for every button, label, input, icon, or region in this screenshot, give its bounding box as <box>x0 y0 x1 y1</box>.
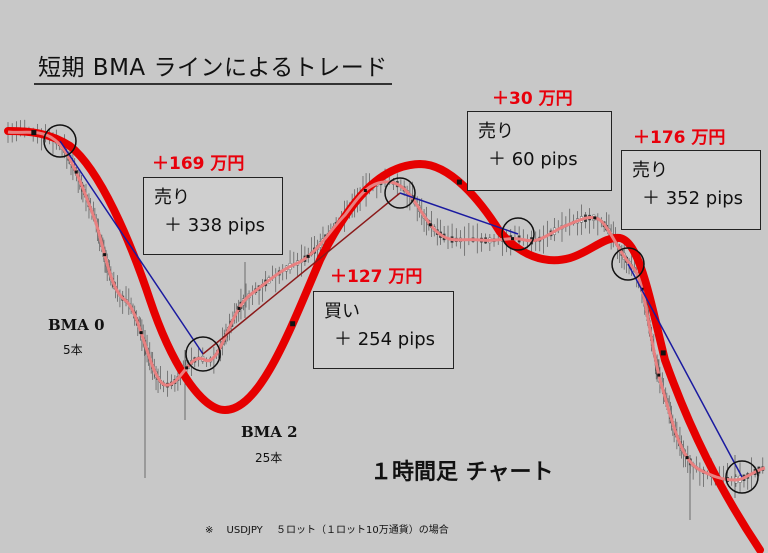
fast-swing-marker <box>307 255 310 258</box>
trade-3-pips: ＋ 60 pips <box>478 146 601 174</box>
trade-4-pips: ＋ 352 pips <box>632 185 750 213</box>
trade-2-pips: ＋ 254 pips <box>324 326 443 354</box>
fast-swing-marker <box>364 189 367 192</box>
slow-swing-marker <box>31 130 36 135</box>
fast-swing-marker <box>686 456 689 459</box>
trade-1-pips: ＋ 338 pips <box>154 212 272 240</box>
trade-3-profit: ＋30 万円 <box>492 84 573 109</box>
sell-trade-line-2 <box>400 193 518 234</box>
trade-4-side: 売り <box>632 157 750 185</box>
trade-1-box: 売り ＋ 338 pips <box>143 177 283 255</box>
fast-swing-marker <box>593 216 596 219</box>
fast-swing-marker <box>185 366 188 369</box>
fast-swing-marker <box>657 374 660 377</box>
trade-2-box: 買い ＋ 254 pips <box>313 291 454 369</box>
fast-swing-marker <box>429 223 432 226</box>
title-underline <box>34 83 392 85</box>
slow-swing-marker <box>457 180 462 185</box>
bma-0-bars: 5本 <box>63 341 83 358</box>
trade-4-box: 売り ＋ 352 pips <box>621 150 761 230</box>
trade-1-profit: ＋169 万円 <box>152 149 244 174</box>
trade-4-profit: ＋176 万円 <box>633 123 725 148</box>
trade-2-profit: ＋127 万円 <box>330 262 422 287</box>
timeframe-label: １時間足 チャート <box>370 454 553 486</box>
trade-3-box: 売り ＋ 60 pips <box>467 111 612 191</box>
slow-swing-marker <box>290 321 295 326</box>
fast-swing-marker <box>103 253 106 256</box>
fast-swing-marker <box>237 307 240 310</box>
fast-swing-marker <box>511 237 514 240</box>
trade-3-side: 売り <box>478 118 601 146</box>
fast-swing-marker <box>75 171 78 174</box>
sell-trade-line-3 <box>628 264 742 477</box>
footnote: ※ USDJPY ５ロット（１ロット10万通貨）の場合 <box>205 521 449 536</box>
bma-0-label: BMA 0 <box>48 316 105 334</box>
chart-title: 短期 BMA ラインによるトレード <box>38 48 388 82</box>
trade-2-side: 買い <box>324 298 443 326</box>
slow-swing-marker <box>661 350 666 355</box>
bma-2-label: BMA 2 <box>241 423 298 441</box>
fast-swing-marker <box>140 331 143 334</box>
trade-1-side: 売り <box>154 184 272 212</box>
bma-2-bars: 25本 <box>255 449 282 466</box>
